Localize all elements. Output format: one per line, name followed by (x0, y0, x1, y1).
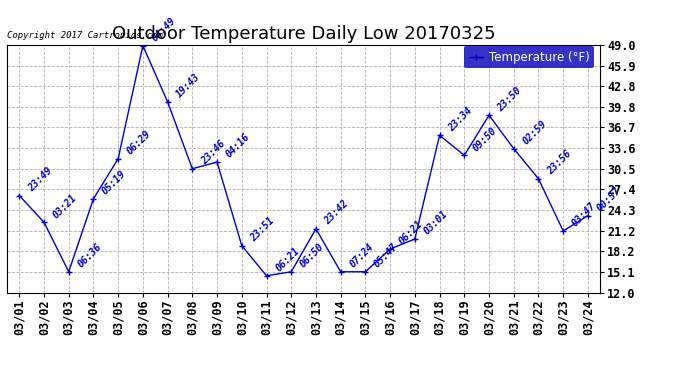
Text: 03:21: 03:21 (51, 192, 79, 220)
Text: Copyright 2017 Cartronics.com: Copyright 2017 Cartronics.com (7, 31, 163, 40)
Text: 04:49: 04:49 (150, 16, 177, 44)
Text: 06:21: 06:21 (397, 219, 425, 247)
Text: 07:24: 07:24 (348, 242, 375, 270)
Text: 06:36: 06:36 (76, 242, 104, 270)
Text: 03:01: 03:01 (422, 209, 450, 237)
Text: 23:46: 23:46 (199, 139, 227, 166)
Text: 19:43: 19:43 (175, 72, 202, 100)
Legend: Temperature (°F): Temperature (°F) (464, 46, 594, 68)
Text: 02:59: 02:59 (521, 118, 549, 147)
Text: 23:42: 23:42 (323, 199, 351, 227)
Text: 23:51: 23:51 (248, 216, 277, 243)
Text: 05:47: 05:47 (373, 242, 400, 270)
Text: 05:19: 05:19 (100, 169, 128, 196)
Title: Outdoor Temperature Daily Low 20170325: Outdoor Temperature Daily Low 20170325 (112, 26, 495, 44)
Text: 06:29: 06:29 (125, 129, 153, 156)
Text: 23:50: 23:50 (496, 85, 524, 113)
Text: 23:56: 23:56 (545, 149, 573, 177)
Text: 23:49: 23:49 (26, 165, 54, 194)
Text: 23:34: 23:34 (446, 105, 474, 133)
Text: 09:50: 09:50 (471, 125, 499, 153)
Text: 04:16: 04:16 (224, 132, 252, 160)
Text: 03:47: 03:47 (570, 201, 598, 229)
Text: 06:21: 06:21 (273, 246, 302, 274)
Text: 00:57: 00:57 (595, 186, 622, 213)
Text: 06:50: 06:50 (298, 242, 326, 270)
